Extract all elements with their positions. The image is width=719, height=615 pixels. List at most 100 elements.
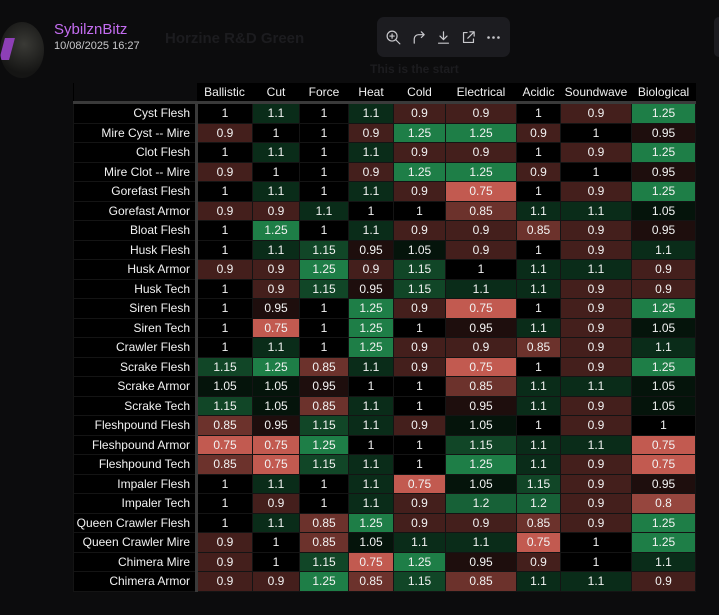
heatmap-cell: 1.1	[516, 278, 561, 299]
row-label: Mire Clot -- Mire	[73, 161, 198, 182]
heatmap-cell: 1	[631, 415, 696, 436]
heatmap-cell: 0.85	[196, 415, 253, 436]
heatmap-cell: 0.9	[393, 220, 446, 241]
heatmap-cell: 1.25	[631, 512, 696, 533]
heatmap-cell: 1.15	[299, 278, 349, 299]
heatmap-cell: 0.9	[445, 239, 517, 260]
heatmap-cell: 1	[299, 142, 349, 163]
table-row: Gorefast Armor 0.9 0.9 1.1 1 1 0.85 1.1 1.1 1.05	[73, 200, 696, 221]
heatmap-cell: 0.9	[196, 532, 253, 553]
row-label: Scrake Armor	[73, 376, 198, 397]
heatmap-cell: 0.9	[252, 200, 300, 221]
heatmap-cell: 0.95	[299, 376, 349, 397]
heatmap-cell: 1.15	[196, 356, 253, 377]
heatmap-cell: 1.25	[348, 298, 394, 319]
heatmap-cell: 1.1	[516, 200, 561, 221]
row-label: Chimera Mire	[73, 551, 198, 572]
table-row: Mire Clot -- Mire 0.9 1 1 0.9 1.25 1.25 0.9 1 0.9…	[73, 161, 696, 182]
heatmap-cell: 1.1	[560, 259, 632, 280]
open-external-button[interactable]	[458, 26, 480, 48]
heatmap-cell: 1	[516, 356, 561, 377]
row-label: Impaler Flesh	[73, 473, 198, 494]
heatmap-cell: 1.25	[348, 317, 394, 338]
heatmap-cell: 0.8	[631, 493, 696, 514]
heatmap-cell: 1.1	[348, 395, 394, 416]
download-button[interactable]	[433, 26, 455, 48]
heatmap-cell: 0.9	[560, 454, 632, 475]
heatmap-cell: 1.05	[631, 200, 696, 221]
heatmap-cell: 1.25	[348, 512, 394, 533]
heatmap-cell: 0.95	[445, 395, 517, 416]
zoom-in-button[interactable]	[383, 26, 405, 48]
heatmap-cell: 0.75	[196, 434, 253, 455]
heatmap-cell: 1	[196, 473, 253, 494]
heatmap-cell: 1.25	[393, 161, 446, 182]
open-external-icon	[462, 30, 475, 43]
heatmap-cell: 1.1	[516, 571, 561, 592]
heatmap-cell: 0.9	[348, 122, 394, 143]
heatmap-cell: 1	[196, 337, 253, 358]
heatmap-cell: 0.75	[252, 454, 300, 475]
heatmap-cell: 1	[252, 551, 300, 572]
heatmap-cell: 0.9	[196, 259, 253, 280]
corner-cell	[73, 83, 197, 104]
close-viewer-button[interactable]	[714, 17, 719, 57]
header-row: Ballistic Cut Force Heat Cold Electrical Acidi…	[73, 83, 696, 104]
table-row: Scrake Flesh 1.15 1.25 0.85 1.1 0.9 0.75 1 0.9 1.…	[73, 356, 696, 377]
heatmap-cell: 0.95	[445, 317, 517, 338]
heatmap-cell: 0.9	[348, 161, 394, 182]
heatmap-cell: 1.15	[445, 434, 517, 455]
heatmap-cell: 0.85	[348, 571, 394, 592]
row-label: Scrake Tech	[73, 395, 198, 416]
heatmap-cell: 1.1	[348, 220, 394, 241]
heatmap-cell: 1	[393, 395, 446, 416]
heatmap-cell: 1	[299, 473, 349, 494]
heatmap-cell: 1	[299, 220, 349, 241]
heatmap-cell: 0.9	[445, 512, 517, 533]
heatmap-cell: 0.9	[560, 493, 632, 514]
heatmap-cell: 1.1	[631, 239, 696, 260]
heatmap-cell: 0.9	[516, 161, 561, 182]
heatmap-cell: 0.9	[631, 278, 696, 299]
row-label: Bloat Flesh	[73, 220, 198, 241]
heatmap-cell: 1.2	[516, 493, 561, 514]
more-button[interactable]	[483, 26, 505, 48]
heatmap-cell: 1.25	[631, 356, 696, 377]
row-label: Husk Flesh	[73, 239, 198, 260]
heatmap-cell: 0.75	[516, 532, 561, 553]
column-header: Acidic	[516, 83, 561, 104]
heatmap-cell: 1	[196, 239, 253, 260]
table-row: Siren Flesh 1 0.95 1 1.25 0.9 0.75 1 0.9 1.25	[73, 298, 696, 319]
table-row: Mire Cyst -- Mire 0.9 1 1 0.9 1.25 1.25 0.9 1 0.9…	[73, 122, 696, 143]
table-row: Gorefast Flesh 1 1.1 1 1.1 0.9 0.75 1 0.9 1.25	[73, 181, 696, 202]
heatmap-cell: 0.85	[299, 395, 349, 416]
heatmap-cell: 1.15	[299, 239, 349, 260]
forward-button[interactable]	[408, 26, 430, 48]
heatmap-cell: 0.9	[252, 493, 300, 514]
heatmap-cell: 1.1	[631, 551, 696, 572]
heatmap-cell: 1	[252, 161, 300, 182]
heatmap-cell: 0.95	[445, 551, 517, 572]
heatmap-cell: 1.1	[348, 102, 394, 124]
heatmap-cell: 1.05	[631, 376, 696, 397]
heatmap-cell: 0.9	[348, 259, 394, 280]
username[interactable]: SybilznBitz	[54, 21, 128, 38]
heatmap-cell: 1.1	[252, 512, 300, 533]
table-row: Chimera Mire 0.9 1 1.15 0.75 1.25 0.95 0.9 1 1.1	[73, 551, 696, 572]
column-header: Biological	[631, 83, 696, 104]
heatmap-cell: 1.05	[445, 473, 517, 494]
heatmap-cell: 0.95	[631, 122, 696, 143]
heatmap-cell: 1.1	[348, 415, 394, 436]
heatmap-cell: 1.05	[252, 395, 300, 416]
heatmap-cell: 0.9	[560, 512, 632, 533]
heatmap-cell: 1.1	[252, 181, 300, 202]
avatar[interactable]	[0, 22, 44, 78]
heatmap-cell: 0.9	[560, 181, 632, 202]
heatmap-cell: 0.9	[631, 571, 696, 592]
heatmap-cell: 1.1	[516, 317, 561, 338]
heatmap-cell: 0.9	[560, 337, 632, 358]
heatmap-cell: 0.95	[631, 220, 696, 241]
heatmap-cell: 1	[393, 317, 446, 338]
heatmap-cell: 1	[516, 142, 561, 163]
heatmap-cell: 1.1	[560, 571, 632, 592]
